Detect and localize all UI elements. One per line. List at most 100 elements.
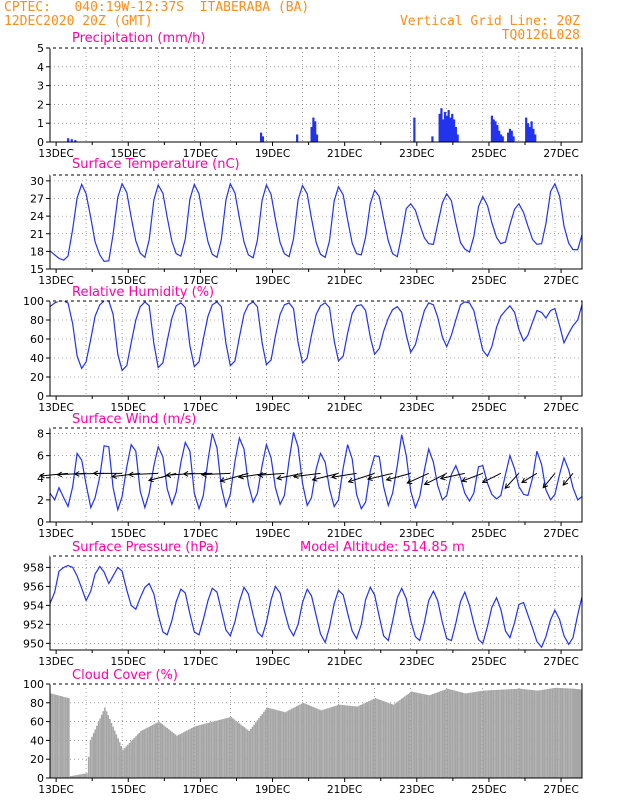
cloud-cover-column [553,688,555,778]
cloud-cover-column [322,709,324,778]
precipitation-bar [490,115,494,142]
cloud-cover-column [505,689,508,778]
wind-vector-head [92,470,99,477]
cloud-cover-column [433,693,436,778]
cloud-cover-column [423,694,426,778]
y-tick-label: 60 [30,333,44,346]
rh-panel [46,300,583,400]
cloud-cover-column [77,774,80,778]
x-tick-label: 15DEC [111,784,146,796]
cloud-cover-column [86,773,88,778]
cloud-cover-column [254,722,257,778]
cloud-cover-column [222,719,224,778]
cloud-cover-column [189,728,191,778]
cloud-cover-column [250,728,252,778]
precip-title: Precipitation (mm/h) [72,31,205,46]
y-tick-label: 2 [37,494,44,507]
cloud-cover-column [248,731,250,778]
precipitation-bar [74,140,77,142]
cloud-cover-column [289,709,291,778]
wind-vector-head [165,472,172,478]
x-tick-label: 15DEC [111,528,146,540]
cloud-cover-column [230,716,232,778]
cloud-cover-column [209,722,211,778]
x-tick-label: 21DEC [327,528,362,540]
x-tick-label: 27DEC [543,528,578,540]
cloud-cover-column [448,689,450,778]
y-tick-label: 100 [23,678,44,691]
cloud-cover-column [133,737,136,778]
wind-vector-head [504,483,511,490]
wind-panel [39,427,583,526]
cloud-cover-column [458,691,460,778]
wind-vector [562,473,574,486]
cloud-cover-column [436,692,439,778]
cloud-cover-column [181,733,183,778]
precipitation-bar [413,117,416,142]
cloud-cover-column [450,689,452,778]
cloud-cover-column [73,775,75,778]
cloud-cover-column [282,711,285,778]
cloud-cover-column [364,702,367,778]
y-tick-label: 4 [37,61,44,74]
cloud-cover-column [580,689,583,778]
cloud-cover-column [500,689,503,778]
cloud-cover-column [540,690,542,778]
cloud-cover-column [117,738,119,778]
cloud-cover-column [184,731,187,778]
cloud-cover-column [143,729,146,778]
wind-vector-head [111,473,118,479]
precipitation-bar [532,128,535,142]
cloud-cover-column [163,725,165,778]
cloud-cover-column [461,692,464,778]
cloud-cover-column [353,706,355,778]
cloud-cover-column [523,689,526,778]
cloud-cover-column [154,723,157,778]
x-tick-label: 19DEC [255,402,290,414]
cloud-cover-column [290,708,293,778]
pressure-frame [49,555,583,651]
x-tick-label: 13DEC [38,148,73,160]
wind-vector-head [385,476,392,482]
y-tick-label: 40 [30,352,44,365]
cloud-cover-column [71,775,74,778]
cloud-cover-column [350,705,352,778]
cloud-cover-column [335,705,337,778]
y-tick-label: 21 [30,228,44,241]
cloud-cover-column [377,699,380,778]
x-tick-label: 17DEC [183,528,218,540]
cloud-cover-column [128,742,131,778]
cloud-cover-column [487,690,490,778]
cloud-cover-column [263,711,265,778]
cloud-cover-column [386,702,388,778]
x-tick-label: 23DEC [399,784,434,796]
cloud-cover-column [354,706,357,778]
cloud-cover-column [253,724,255,778]
cloud-cover-column [379,699,382,778]
precipitation-bar [442,119,445,142]
cloud-cover-column [466,693,469,778]
x-tick-label: 27DEC [543,402,578,414]
precipitation-bar [447,110,450,142]
cloud-cover-column [190,728,193,778]
cloud-cover-column [564,688,567,778]
wind-vector [201,472,231,476]
cloud-cover-column [486,690,488,778]
y-tick-label: 952 [23,618,44,631]
cloud-cover-column [507,689,510,778]
x-tick-label: 17DEC [183,656,218,668]
cloud-cover-column [366,701,369,778]
wind-vector-head [542,482,549,489]
cloud-cover-column [51,693,54,778]
cloud-cover-column [277,710,280,778]
wind-vector-head [423,479,430,486]
cloud-cover-column [451,689,454,778]
cloud-cover-column [509,689,511,778]
cloud-cover-column [479,691,482,778]
cloud-cover-column [305,704,308,778]
cloud-cover-column [517,688,519,778]
cloud-cover-column [435,692,437,778]
cloud-cover-column [251,726,254,778]
cloud-cover-column [471,692,473,778]
